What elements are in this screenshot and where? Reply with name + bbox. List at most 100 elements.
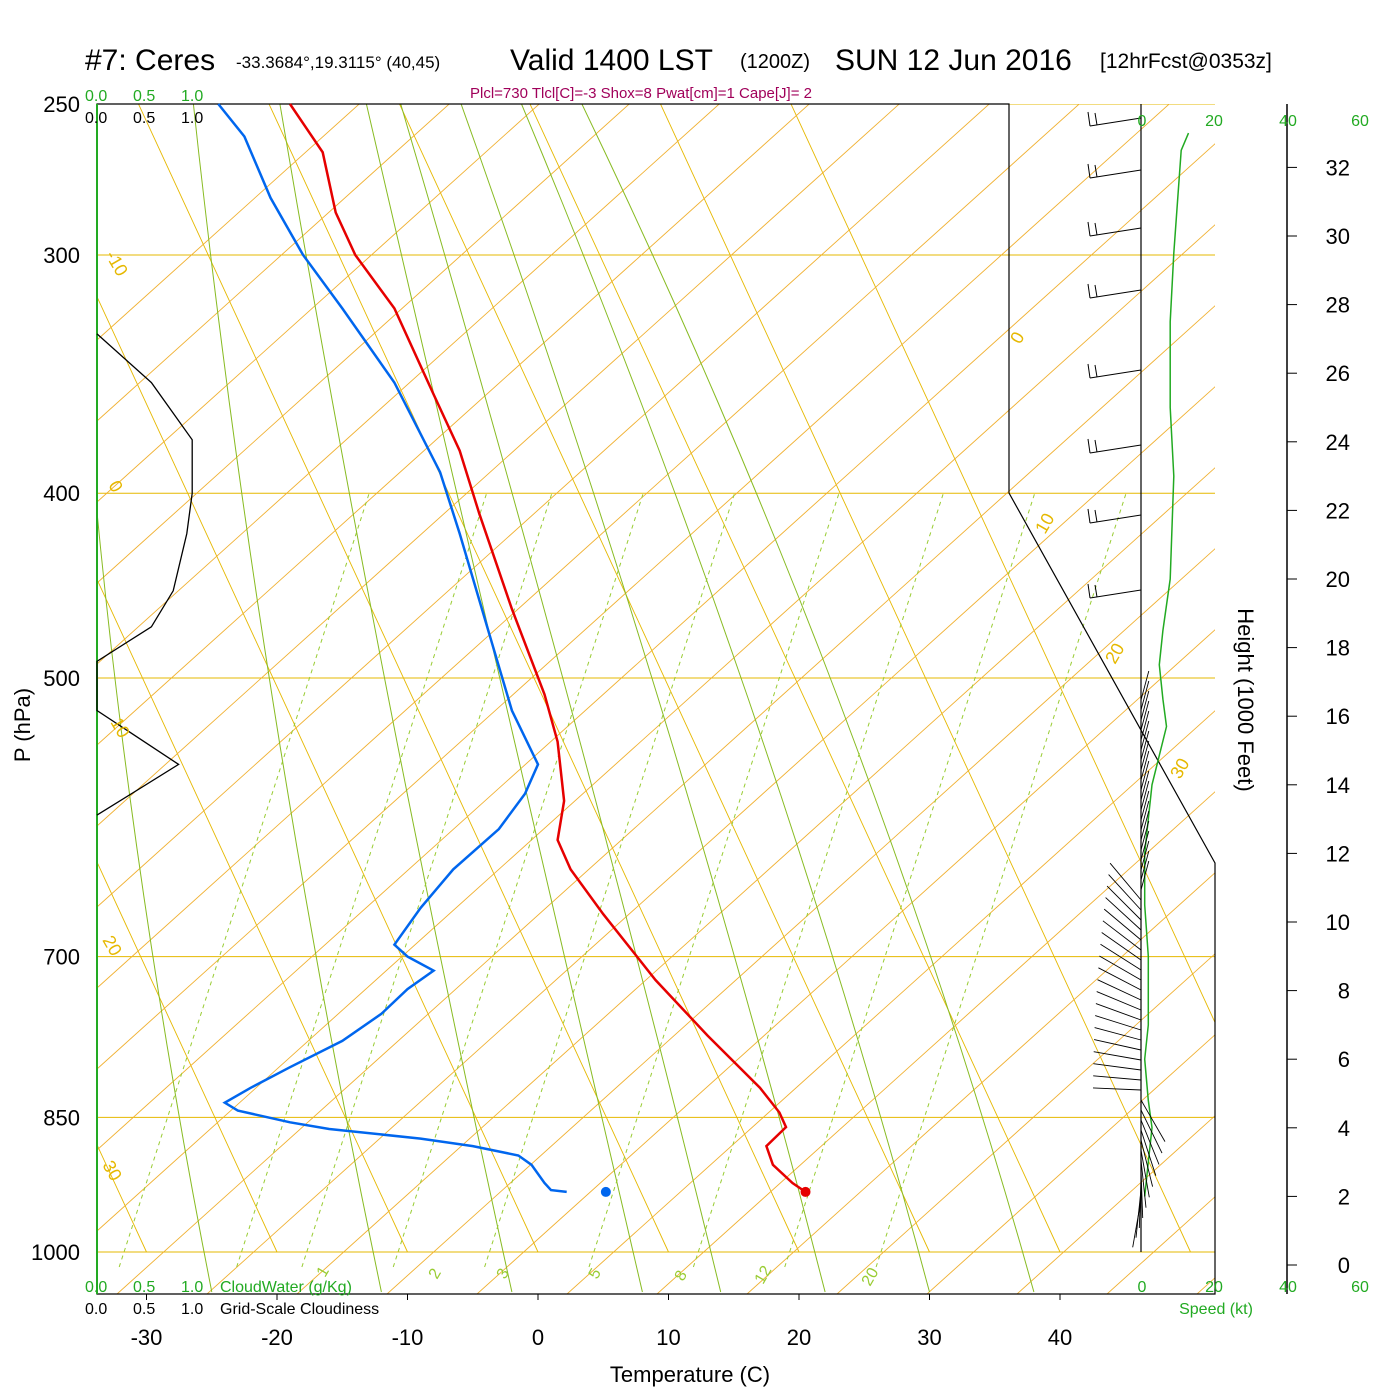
height-tick-24: 24 xyxy=(1326,430,1350,455)
wind-barb xyxy=(1102,920,1142,951)
temperature-line xyxy=(288,103,807,1193)
surface-dewpoint-marker xyxy=(600,1186,611,1197)
mixing-ratio-line-5 xyxy=(588,493,840,1268)
wind-barb xyxy=(1140,860,1150,891)
pressure-tick-500: 500 xyxy=(43,666,80,691)
isotherm-label: 30 xyxy=(1166,755,1193,782)
wind-barb-flag xyxy=(1087,363,1091,379)
y-axis-title: P (hPa) xyxy=(10,688,35,762)
isotherm--40 xyxy=(0,0,16,1252)
cloud-scale-top: 0.0 0.5 1.0 0.0 0.5 1.0 xyxy=(85,88,203,127)
wind-barb xyxy=(1140,850,1150,881)
wind-barb xyxy=(1140,1159,1147,1208)
speed-top-60: 60 xyxy=(1351,113,1369,130)
wind-barb-flag xyxy=(1087,111,1091,127)
wind-barb xyxy=(1140,790,1150,821)
mixing-ratio-label: 12 xyxy=(752,1263,776,1287)
wind-barb xyxy=(1105,897,1142,931)
pressure-tick-300: 300 xyxy=(43,243,80,268)
wind-barb xyxy=(1100,943,1142,971)
moist-adiabat-6 xyxy=(460,104,826,1293)
dry-adiabat--7 xyxy=(97,104,810,746)
mixing-ratio-line-1 xyxy=(236,493,488,1268)
wind-barb xyxy=(1094,1039,1142,1051)
wind-barb xyxy=(1094,1027,1142,1041)
pressure-tick-700: 700 xyxy=(43,945,80,970)
height-tick-22: 22 xyxy=(1326,498,1350,523)
wind-barb-flag xyxy=(1094,164,1098,178)
wind-barb xyxy=(1140,1119,1160,1165)
wind-barb xyxy=(1140,750,1150,781)
wind-barb xyxy=(1140,1139,1154,1187)
temperature-tick-0: 0 xyxy=(532,1325,544,1350)
wind-barb xyxy=(1089,589,1142,599)
mixing-ratio-line-7 xyxy=(784,493,1036,1268)
wind-barb-flag xyxy=(1087,163,1091,179)
isotherm-label: 20 xyxy=(99,932,126,959)
wind-barb xyxy=(1140,1169,1144,1219)
cloud-bottom-black-0: 0.0 xyxy=(85,1301,107,1318)
moist-adiabat-2 xyxy=(192,104,382,1293)
dry-adiabat--10 xyxy=(97,104,540,503)
wind-barb-flag xyxy=(1087,438,1091,454)
cloudiness-line xyxy=(96,333,193,816)
isotherm-10 xyxy=(138,104,669,1253)
cloud-top-black-1: 0.5 xyxy=(133,110,155,127)
wind-barb xyxy=(1092,1087,1142,1091)
height-tick-2: 2 xyxy=(1338,1184,1350,1209)
height-tick-12: 12 xyxy=(1326,841,1350,866)
wind-barb-flag xyxy=(1087,283,1091,299)
isotherm--10 xyxy=(97,578,408,1253)
temperature-tick-30: 30 xyxy=(917,1325,941,1350)
cloud-top-green-0: 0.0 xyxy=(85,88,107,105)
wind-barb xyxy=(1098,967,1142,991)
cloudiness-label: Grid-Scale Cloudiness xyxy=(220,1301,379,1318)
wind-barb xyxy=(1099,955,1142,981)
pressure-tick-250: 250 xyxy=(43,92,80,117)
wind-barb xyxy=(1095,1015,1142,1031)
height-axis-title: Height (1000 Feet) xyxy=(1233,608,1258,791)
forecast-info: [12hrFcst@0353z] xyxy=(1100,50,1272,73)
mixing-ratio-line-2 xyxy=(301,493,553,1268)
wind-barb xyxy=(1089,289,1142,299)
wind-barb xyxy=(1140,780,1150,811)
dry-adiabat-7 xyxy=(746,872,1215,1294)
pressure-tick-850: 850 xyxy=(43,1105,80,1130)
temperature-tick-20: 20 xyxy=(787,1325,811,1350)
speed-bottom-0: 0 xyxy=(1138,1279,1147,1296)
cloud-top-green-2: 1.0 xyxy=(181,88,203,105)
cloudwater-label: CloudWater (g/Kg) xyxy=(220,1279,352,1296)
background-lines xyxy=(0,0,1215,1294)
speed-bottom-20: 20 xyxy=(1205,1279,1223,1296)
isotherm--30 xyxy=(97,1143,147,1253)
speed-label: Speed (kt) xyxy=(1179,1301,1253,1318)
wind-barb xyxy=(1093,1075,1142,1081)
speed-top-0: 0 xyxy=(1138,113,1147,130)
height-tick-20: 20 xyxy=(1326,567,1350,592)
wind-barb-flag xyxy=(1094,364,1098,378)
isotherm-label: 10 xyxy=(1031,510,1058,537)
moist-adiabat-1 xyxy=(97,507,213,1293)
wind-barb xyxy=(1140,730,1150,761)
isotherm-20 xyxy=(268,104,800,1253)
wind-speed-line xyxy=(1143,132,1190,1197)
wind-barb-flag xyxy=(1094,584,1098,598)
dry-adiabat-4 xyxy=(476,629,1215,1294)
wind-barb-flag xyxy=(1094,284,1098,298)
station-title: #7: Ceres xyxy=(85,44,215,77)
cloud-scale-bottom: 0.0 0.5 1.0 CloudWater (g/Kg) 0.0 0.5 1.… xyxy=(85,1279,379,1318)
stability-params: Plcl=730 Tlcl[C]=-3 Shox=8 Pwat[cm]=1 Ca… xyxy=(470,85,812,102)
wind-barb xyxy=(1097,979,1142,1001)
wind-barb-flag xyxy=(1087,221,1091,237)
wind-barb xyxy=(1089,514,1142,524)
isotherm-40 xyxy=(529,104,1061,1253)
wind-barb xyxy=(1101,932,1142,961)
wind-barb xyxy=(1140,820,1150,851)
wind-barb-flag xyxy=(1094,222,1098,236)
dry-adiabat--11 xyxy=(97,104,450,422)
mixing-ratio-label: 8 xyxy=(672,1268,691,1284)
dry-adiabat-6 xyxy=(656,791,1215,1294)
wind-barb-flag xyxy=(1094,439,1098,453)
isotherm-60 xyxy=(790,104,1215,1024)
